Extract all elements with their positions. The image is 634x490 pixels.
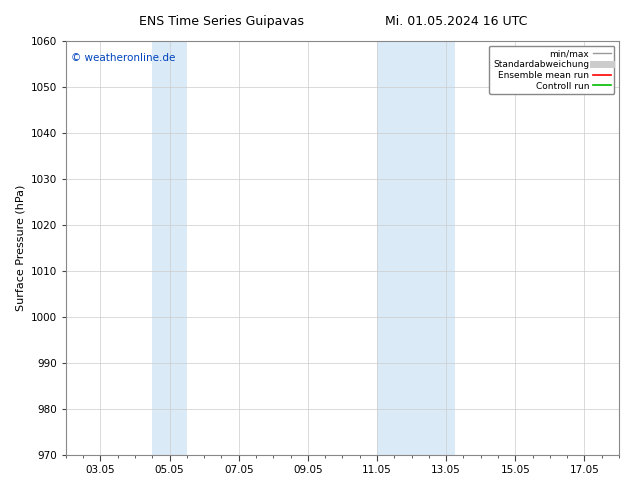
Y-axis label: Surface Pressure (hPa): Surface Pressure (hPa) [15,185,25,311]
Text: Mi. 01.05.2024 16 UTC: Mi. 01.05.2024 16 UTC [385,15,527,28]
Text: ENS Time Series Guipavas: ENS Time Series Guipavas [139,15,304,28]
Bar [377,41,455,455]
Text: © weatheronline.de: © weatheronline.de [72,53,176,64]
Legend: min/max, Standardabweichung, Ensemble mean run, Controll run: min/max, Standardabweichung, Ensemble me… [489,46,614,94]
Bar [152,41,187,455]
